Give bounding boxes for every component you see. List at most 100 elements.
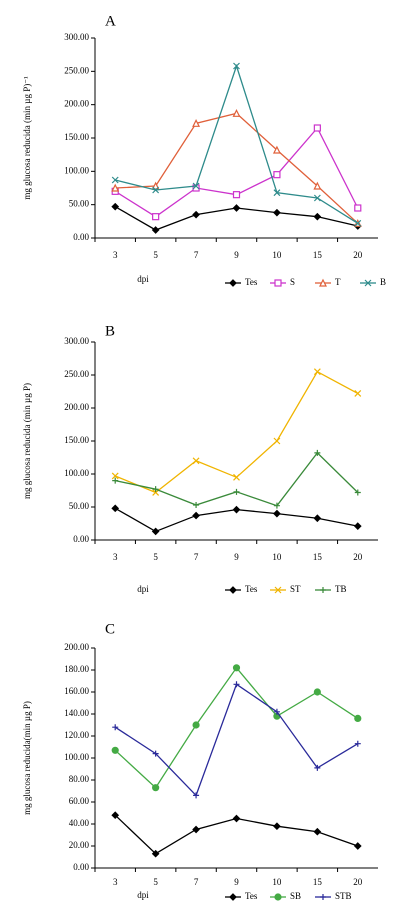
marker [313,827,322,836]
marker [273,509,281,518]
x-axis-label: dpi [137,890,149,900]
marker [354,740,361,747]
marker [313,181,322,190]
marker [111,176,119,184]
marker [232,204,241,212]
x-tick-label: 5 [153,877,158,887]
marker [314,764,321,771]
marker [354,714,362,723]
marker [111,746,119,754]
legend-marker [319,278,327,287]
x-tick-label: 9 [234,552,239,562]
marker [354,219,362,227]
x-tick-label: 3 [113,552,118,562]
marker [193,792,200,799]
marker [273,208,281,217]
legend-marker [274,586,282,594]
series-line [115,63,359,224]
y-tick-label: 40.00 [69,818,90,828]
marker [192,182,200,190]
y-tick-label: 160.00 [64,686,89,696]
marker [273,171,281,179]
panel-title: C [105,621,115,637]
panel-title: B [105,323,115,339]
marker [111,183,120,192]
marker [111,472,119,480]
marker [152,186,160,194]
marker [273,189,281,197]
y-tick-label: 0.00 [73,232,89,242]
y-tick-label: 60.00 [69,796,90,806]
x-tick-label: 10 [272,552,282,562]
y-tick-label: 300.00 [64,32,89,42]
x-tick-label: 15 [313,877,323,887]
marker [192,457,200,465]
y-tick-label: 250.00 [64,369,89,379]
x-tick-label: 7 [194,250,199,260]
y-axis-label: mg glucosa reducida(min µg P) [22,701,32,815]
marker [313,194,321,202]
x-axis-label: dpi [137,584,149,594]
marker [273,502,280,509]
legend-marker [274,893,282,901]
marker [313,124,321,132]
marker [111,811,120,820]
series-line [114,370,359,494]
marker [152,213,160,221]
marker [272,145,281,154]
legend-marker [229,586,237,594]
y-tick-label: 100.00 [64,468,89,478]
marker [192,210,200,219]
legend-label: ST [290,584,301,594]
marker [273,708,280,715]
marker [112,477,119,484]
marker [152,486,159,493]
x-tick-label: 5 [153,250,158,260]
marker [232,191,241,199]
x-tick-label: 15 [313,552,323,562]
marker [232,108,241,117]
marker [354,390,362,397]
legend-marker [274,279,282,287]
y-tick-label: 100.00 [64,165,89,175]
marker [151,181,160,190]
marker [192,721,200,729]
marker [192,511,200,520]
marker [233,473,240,481]
marker [233,62,240,70]
x-tick-label: 3 [113,250,118,260]
legend-label: S [290,277,295,287]
y-tick-label: 20.00 [69,840,90,850]
marker [192,118,201,127]
marker [233,681,240,688]
marker [313,212,322,221]
x-tick-label: 10 [272,250,282,260]
y-tick-label: 300.00 [64,336,89,346]
marker [314,449,321,456]
y-tick-label: 250.00 [64,65,89,75]
x-tick-label: 5 [153,552,158,562]
x-tick-label: 20 [353,250,363,260]
y-tick-label: 0.00 [73,534,89,544]
marker [111,202,120,211]
y-tick-label: 100.00 [64,752,89,762]
y-tick-label: 200.00 [64,642,89,652]
x-tick-label: 9 [234,250,239,260]
y-axis-label: mg glucosa reducida (min µg P)⁻¹ [22,76,32,200]
marker [353,522,362,530]
y-tick-label: 180.00 [64,664,89,674]
series-line [115,451,359,507]
marker [313,688,321,696]
y-axis-label: mg glucosa reducida (min µg P) [22,383,32,499]
legend-marker [320,894,326,900]
marker [232,814,241,823]
legend-label: Tes [245,277,258,287]
y-tick-label: 50.00 [69,501,90,511]
x-tick-label: 7 [194,877,199,887]
marker [354,489,361,496]
legend-label: STB [335,891,352,901]
x-tick-label: 10 [272,877,282,887]
legend-label: T [335,277,341,287]
y-tick-label: 50.00 [69,199,90,209]
